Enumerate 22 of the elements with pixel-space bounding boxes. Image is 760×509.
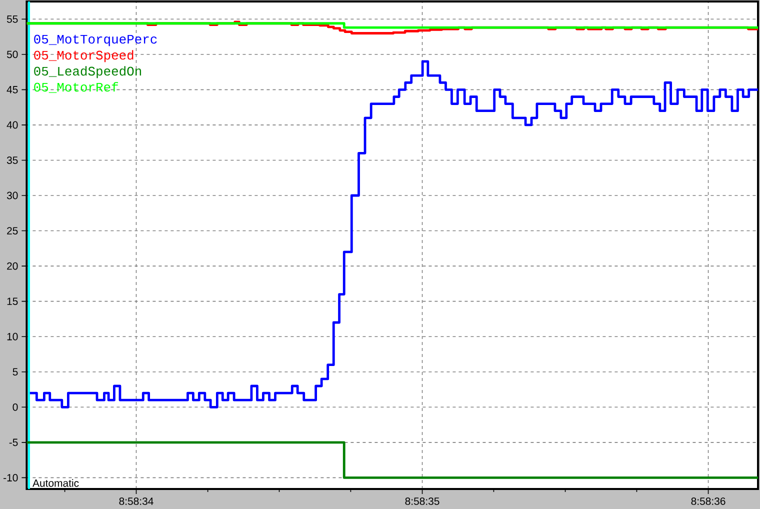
y-tick-label: 35 xyxy=(6,156,18,164)
annotation: Automatic xyxy=(32,479,79,487)
y-tick-label: 0 xyxy=(12,403,18,411)
text: 05_MotorSpeed xyxy=(34,50,134,62)
text: 05_MotorRef xyxy=(34,82,118,93)
y-tick-label: 5 xyxy=(12,368,18,376)
x-tick-label: 8:58:36 xyxy=(691,498,726,505)
y-tick-label: 30 xyxy=(6,192,18,200)
y-tick-label: 25 xyxy=(7,227,18,234)
x-tick-label: 8:58:34 xyxy=(119,498,154,505)
y-tick-label: 40 xyxy=(6,121,18,129)
y-tick-label: 55 xyxy=(6,15,18,23)
y-tick-label: 20 xyxy=(7,262,18,270)
text: 05_MotTorquePerc xyxy=(34,34,157,46)
y-tick-label: 15 xyxy=(7,298,18,305)
y-tick-label: -10 xyxy=(4,474,18,482)
y-tick-label: -5 xyxy=(9,438,18,446)
text: 05_LeadSpeedOn xyxy=(34,66,142,78)
y-tick-label: 45 xyxy=(6,86,18,94)
x-tick-label: 8:58:35 xyxy=(405,498,440,505)
y-tick-label: 50 xyxy=(6,50,18,58)
y-tick-label: 10 xyxy=(7,332,18,340)
